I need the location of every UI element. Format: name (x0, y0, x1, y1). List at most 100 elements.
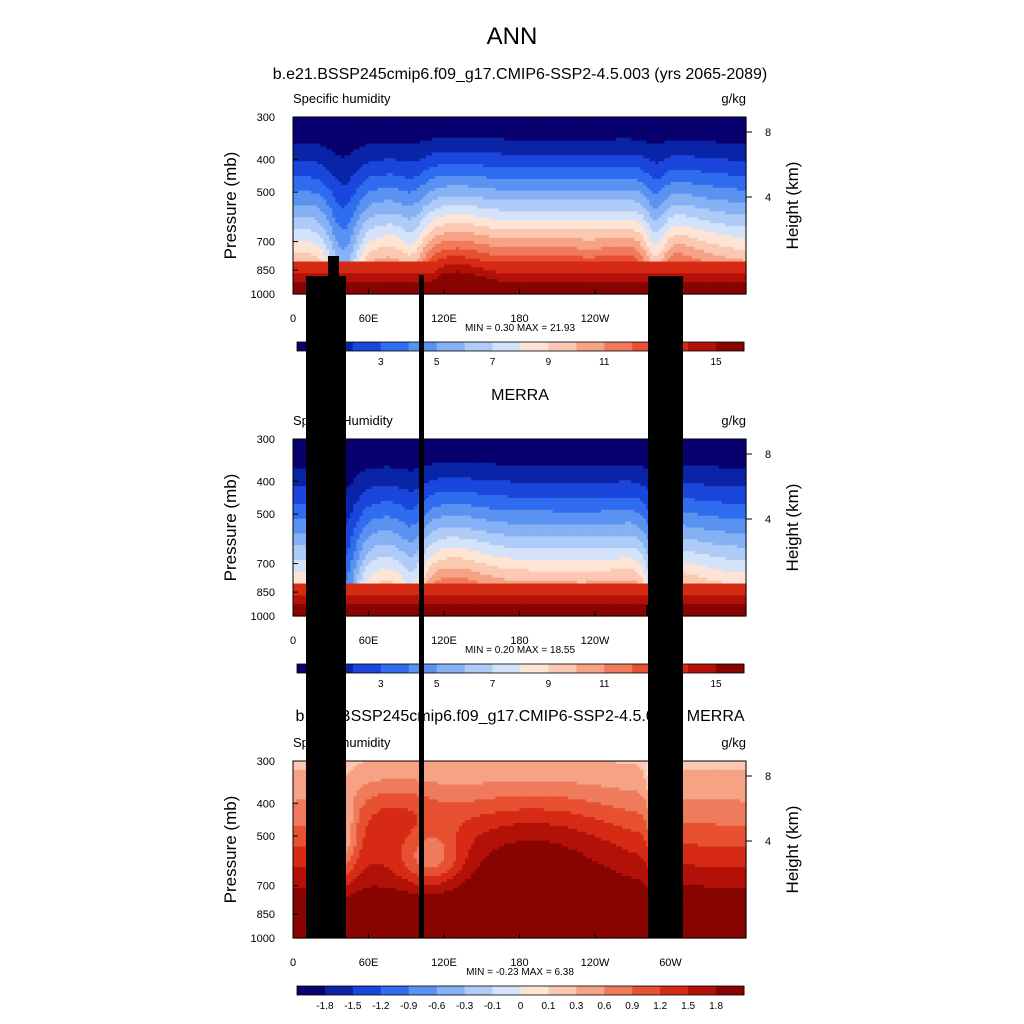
contour-cell (353, 149, 358, 153)
contour-cell (634, 117, 638, 121)
contour-cell (709, 131, 714, 136)
contour-cell (691, 173, 696, 177)
contour-cell (501, 155, 505, 159)
contour-cell (601, 143, 605, 148)
contour-cell (362, 173, 367, 177)
contour-cell (625, 164, 629, 168)
contour-cell (721, 173, 726, 177)
contour-cell (377, 190, 382, 195)
contour-cell (601, 119, 605, 124)
contour-cell (299, 181, 303, 186)
contour-cell (613, 122, 617, 127)
contour-cell (555, 173, 560, 177)
contour-cell (308, 125, 312, 130)
contour-cell (697, 187, 702, 192)
contour-cell (380, 128, 385, 133)
contour-cell (410, 131, 415, 136)
contour-cell (598, 146, 602, 151)
contour-cell (377, 152, 382, 156)
contour-cell (613, 131, 617, 136)
contour-cell (558, 143, 563, 148)
contour-cell (607, 190, 611, 195)
contour-cell (522, 155, 527, 159)
contour-cell (661, 184, 666, 189)
contour-cell (510, 190, 515, 195)
contour-cell (543, 122, 548, 127)
contour-cell (585, 173, 590, 177)
contour-cell (610, 134, 614, 139)
contour-cell (598, 119, 602, 124)
contour-cell (368, 134, 373, 139)
contour-cell (706, 119, 711, 124)
contour-cell (489, 178, 493, 183)
contour-cell (646, 143, 650, 148)
contour-cell (622, 170, 626, 174)
contour-cell (323, 161, 327, 165)
contour-cell (398, 134, 403, 139)
contour-cell (374, 173, 379, 177)
contour-cell (742, 170, 747, 174)
contour-cell (480, 176, 484, 180)
contour-cell (670, 149, 675, 153)
contour-cell (673, 167, 678, 171)
contour-cell (576, 140, 581, 145)
contour-cell (383, 119, 388, 124)
contour-cell (697, 181, 702, 186)
contour-cell (637, 184, 641, 189)
contour-cell (519, 131, 524, 136)
contour-cell (688, 167, 693, 171)
contour-cell (425, 122, 430, 127)
contour-cell (407, 173, 412, 177)
contour-cell (317, 176, 321, 180)
contour-cell (625, 119, 629, 124)
contour-cell (371, 158, 376, 162)
contour-cell (601, 134, 605, 139)
contour-cell (634, 140, 638, 145)
contour-cell (604, 125, 608, 130)
contour-cell (595, 170, 599, 174)
contour-cell (742, 137, 747, 142)
contour-cell (356, 122, 361, 127)
contour-cell (525, 128, 530, 133)
contour-cell (440, 190, 445, 195)
contour-cell (601, 170, 605, 174)
contour-cell (453, 119, 457, 124)
contour-cell (739, 187, 744, 192)
contour-cell (456, 128, 460, 133)
contour-cell (344, 143, 348, 148)
contour-cell (422, 187, 427, 192)
contour-cell (413, 161, 418, 165)
contour-cell (595, 140, 599, 145)
contour-cell (724, 184, 729, 189)
contour-cell (374, 167, 379, 171)
contour-cell (552, 119, 557, 124)
contour-cell (341, 187, 345, 192)
contour-cell (721, 167, 726, 171)
contour-cell (534, 143, 539, 148)
contour-cell (450, 167, 454, 171)
contour-cell (489, 161, 493, 165)
contour-cell (598, 176, 602, 180)
contour-cell (534, 184, 539, 189)
contour-cell (317, 149, 321, 153)
panel-left-label: Specific humidity (293, 91, 391, 106)
contour-cell (733, 149, 738, 153)
contour-cell (374, 119, 379, 124)
contour-cell (450, 176, 454, 180)
contour-cell (700, 146, 705, 151)
contour-cell (637, 143, 641, 148)
contour-cell (437, 173, 442, 177)
contour-cell (383, 190, 388, 195)
contour-cell (631, 131, 635, 136)
contour-cell (691, 125, 696, 130)
contour-cell (715, 161, 720, 165)
contour-cell (564, 184, 569, 189)
contour-cell (625, 122, 629, 127)
contour-cell (341, 164, 345, 168)
contour-cell (356, 184, 361, 189)
contour-cell (601, 167, 605, 171)
contour-cell (613, 128, 617, 133)
contour-cell (519, 190, 524, 195)
contour-cell (649, 119, 653, 124)
contour-cell (742, 190, 747, 195)
